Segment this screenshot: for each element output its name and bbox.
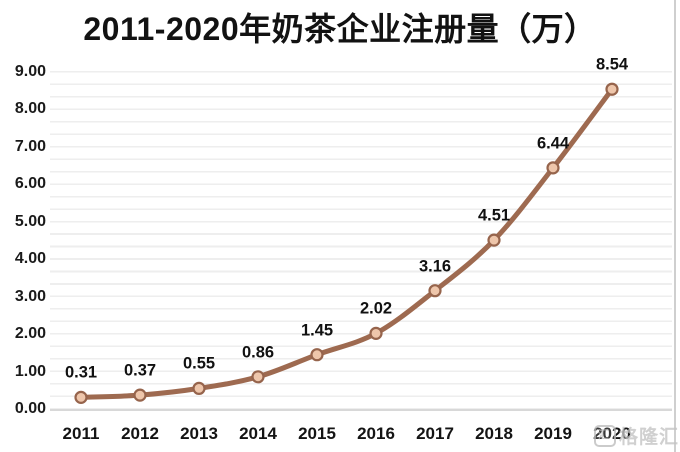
watermark-label: 格隆汇 — [618, 427, 679, 448]
data-point-label: 0.31 — [64, 363, 98, 382]
data-point-label: 4.51 — [477, 206, 511, 225]
y-tick-label: 1.00 — [14, 362, 46, 380]
data-point-label: 0.86 — [241, 343, 275, 362]
watermark: 汇 格隆汇 — [593, 422, 679, 449]
x-tick-label: 2012 — [121, 424, 159, 443]
data-point-label: 1.45 — [300, 321, 334, 340]
y-tick-label: 3.00 — [14, 287, 46, 305]
frame-right-border — [674, 0, 676, 452]
data-point-label: 3.16 — [418, 257, 452, 276]
plot-area — [50, 71, 672, 411]
x-tick-label: 2019 — [534, 424, 572, 443]
data-point-marker — [251, 370, 265, 384]
data-point-marker — [192, 381, 206, 396]
x-tick-label: 2011 — [62, 424, 100, 443]
data-point-marker — [369, 326, 383, 340]
data-point-marker — [310, 348, 324, 362]
y-tick-label: 0.00 — [14, 400, 46, 417]
chart-title: 2011-2020年奶茶企业注册量（万） — [83, 11, 597, 47]
data-point-label: 6.44 — [536, 134, 570, 153]
data-point-label: 8.54 — [595, 55, 629, 74]
y-tick-label: 7.00 — [14, 137, 46, 155]
x-tick-label: 2018 — [475, 424, 513, 443]
data-point-label: 0.37 — [123, 361, 157, 380]
x-tick-label: 2020 — [593, 424, 631, 443]
x-tick-label: 2015 — [298, 424, 336, 443]
data-point-label: 2.02 — [359, 299, 393, 318]
data-point-marker — [133, 388, 147, 402]
data-point-marker — [605, 82, 619, 96]
y-tick-label: 2.00 — [14, 325, 46, 343]
y-tick-label: 9.00 — [14, 63, 46, 80]
y-tick-label: 6.00 — [14, 175, 46, 193]
data-point-marker — [74, 390, 88, 404]
x-tick-label: 2017 — [416, 424, 454, 443]
data-point-marker — [428, 284, 442, 298]
data-point-label: 0.55 — [182, 354, 216, 373]
y-tick-label: 4.00 — [14, 250, 46, 268]
x-tick-label: 2016 — [357, 424, 395, 443]
data-point-marker — [546, 161, 560, 175]
y-tick-label: 8.00 — [14, 100, 46, 118]
y-tick-label: 5.00 — [14, 212, 46, 230]
series-line — [78, 86, 615, 400]
x-tick-label: 2013 — [180, 424, 218, 443]
x-tick-label: 2014 — [239, 424, 277, 443]
data-point-marker — [487, 233, 501, 247]
gelonghui-logo-icon: 汇 — [593, 424, 616, 447]
